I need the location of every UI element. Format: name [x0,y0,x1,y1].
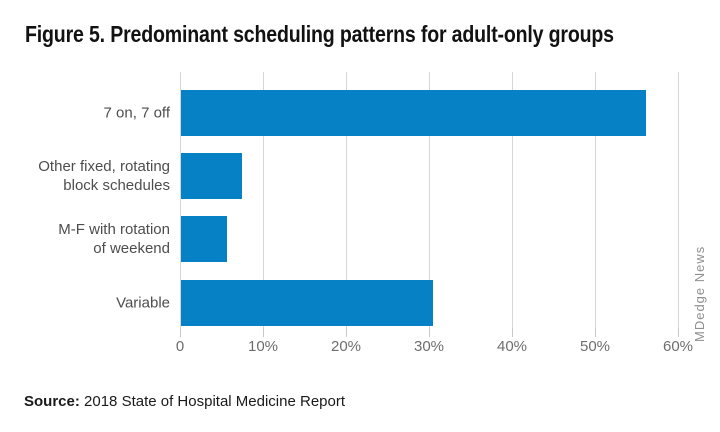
x-tick-label-20: 20% [330,338,362,355]
x-tick-mark-30 [429,328,430,337]
x-tick-label-60: 60% [662,338,694,355]
source-note: Source: 2018 State of Hospital Medicine … [24,393,345,410]
watermark-vertical-text: MDedge News [692,245,707,342]
x-tick-mark-60 [678,328,679,337]
gridline-60 [678,72,679,328]
gridline-0 [180,72,181,328]
x-tick-mark-50 [595,328,596,337]
x-tick-mark-20 [346,328,347,337]
bar-3 [181,280,434,326]
gridline-30 [429,72,430,328]
category-label-0: 7 on, 7 off [103,104,170,122]
x-tick-label-0: 0 [175,338,185,355]
source-label: Source: [24,393,80,410]
source-text: 2018 State of Hospital Medicine Report [79,393,346,410]
gridline-50 [595,72,596,328]
category-label-2: M-F with rotation of weekend [58,221,170,257]
gridline-40 [512,72,513,328]
bar-0 [181,90,646,136]
bar-2 [181,216,228,262]
gridline-10 [263,72,264,328]
x-tick-mark-40 [512,328,513,337]
x-tick-label-30: 30% [413,338,445,355]
bar-1 [181,153,243,199]
gridline-20 [346,72,347,328]
x-tick-label-10: 10% [247,338,279,355]
figure-title: Figure 5. Predominant scheduling pattern… [25,21,614,47]
x-tick-label-50: 50% [579,338,611,355]
x-tick-mark-10 [263,328,264,337]
x-tick-mark-0 [180,328,181,337]
x-tick-label-40: 40% [496,338,528,355]
category-label-3: Variable [116,294,170,312]
category-label-1: Other fixed, rotating block schedules [38,158,170,194]
